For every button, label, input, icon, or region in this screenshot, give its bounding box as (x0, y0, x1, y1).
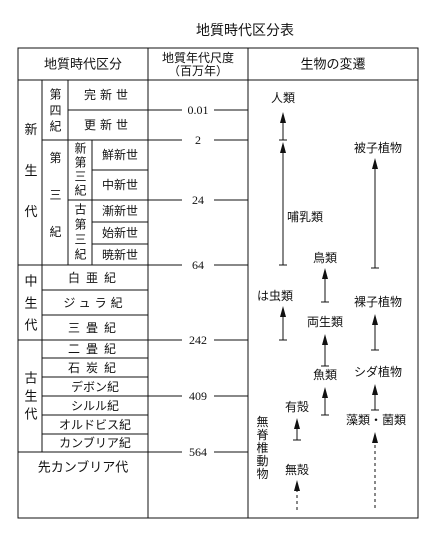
life-label: 無脊椎動物 (255, 415, 269, 481)
arrow-head (372, 314, 378, 325)
header-cell: 地質年代尺度 (161, 51, 235, 65)
arrow-head (372, 432, 378, 443)
era-label: 新生代 (22, 122, 38, 246)
period-label: オルドビス紀 (58, 418, 132, 432)
scale-label: 409 (189, 389, 207, 403)
epoch-label: 完新世 (83, 88, 133, 102)
epoch-label: 始新世 (101, 226, 139, 240)
period-label: 古第三紀 (73, 203, 87, 263)
period-label: 第四紀 (48, 88, 62, 136)
scale-label: 2 (195, 133, 201, 147)
life-label: シダ植物 (353, 365, 403, 379)
header-cell: （百万年） (167, 64, 229, 78)
arrow-head (372, 384, 378, 395)
period-label: 白亜紀 (67, 271, 123, 285)
scale-label: 564 (189, 445, 207, 459)
epoch-label: 漸新世 (101, 204, 139, 218)
life-label: 魚類 (312, 368, 338, 382)
life-label: 藻類・菌類 (345, 413, 407, 427)
table-border (17, 47, 419, 519)
scale-label: 64 (192, 258, 204, 272)
arrow-head (280, 306, 286, 317)
arrow-head (294, 480, 300, 491)
period-label: カンブリア紀 (59, 436, 131, 450)
period-label: 二畳紀 (67, 342, 123, 356)
scale-label: 0.01 (187, 103, 209, 117)
period-label: 石炭紀 (67, 361, 123, 375)
epoch-label: 中新世 (101, 178, 139, 192)
period-label: 第三紀 (48, 151, 62, 263)
arrow-head (322, 268, 328, 279)
life-label: 鳥類 (312, 251, 338, 265)
period-label: ジュラ紀 (63, 296, 127, 310)
scale-label: 24 (192, 193, 204, 207)
arrow-head (372, 158, 378, 169)
era-label: 古生代 (22, 371, 38, 425)
life-label: 有殻 (284, 400, 310, 414)
era-label: 中生代 (22, 274, 38, 340)
arrow-head (322, 387, 328, 398)
arrow-head (280, 112, 286, 123)
header-cell: 生物の変遷 (300, 56, 366, 72)
life-label: 裸子植物 (353, 295, 403, 309)
period-label: シルル紀 (70, 399, 120, 413)
period-label: 三畳紀 (67, 321, 123, 335)
life-label: 人類 (270, 91, 296, 105)
life-label: 哺乳類 (286, 210, 324, 224)
epoch-label: 暁新世 (101, 248, 139, 262)
arrow-head (294, 418, 300, 429)
arrow-head (280, 142, 286, 153)
epoch-label: 鮮新世 (101, 148, 139, 162)
scale-label: 242 (189, 333, 207, 347)
life-label: は虫類 (256, 289, 294, 303)
period-label: デボン紀 (70, 380, 120, 394)
epoch-label: 更新世 (83, 118, 133, 132)
life-label: 両生類 (306, 315, 344, 329)
life-label: 無殻 (284, 463, 310, 477)
title: 地質時代区分表 (196, 24, 294, 39)
header-cell: 地質時代区分 (43, 56, 123, 72)
arrow-head (322, 334, 328, 345)
period-label: 新第三紀 (73, 142, 87, 198)
life-label: 被子植物 (353, 141, 403, 155)
era-label: 先カンブリア代 (37, 459, 129, 475)
